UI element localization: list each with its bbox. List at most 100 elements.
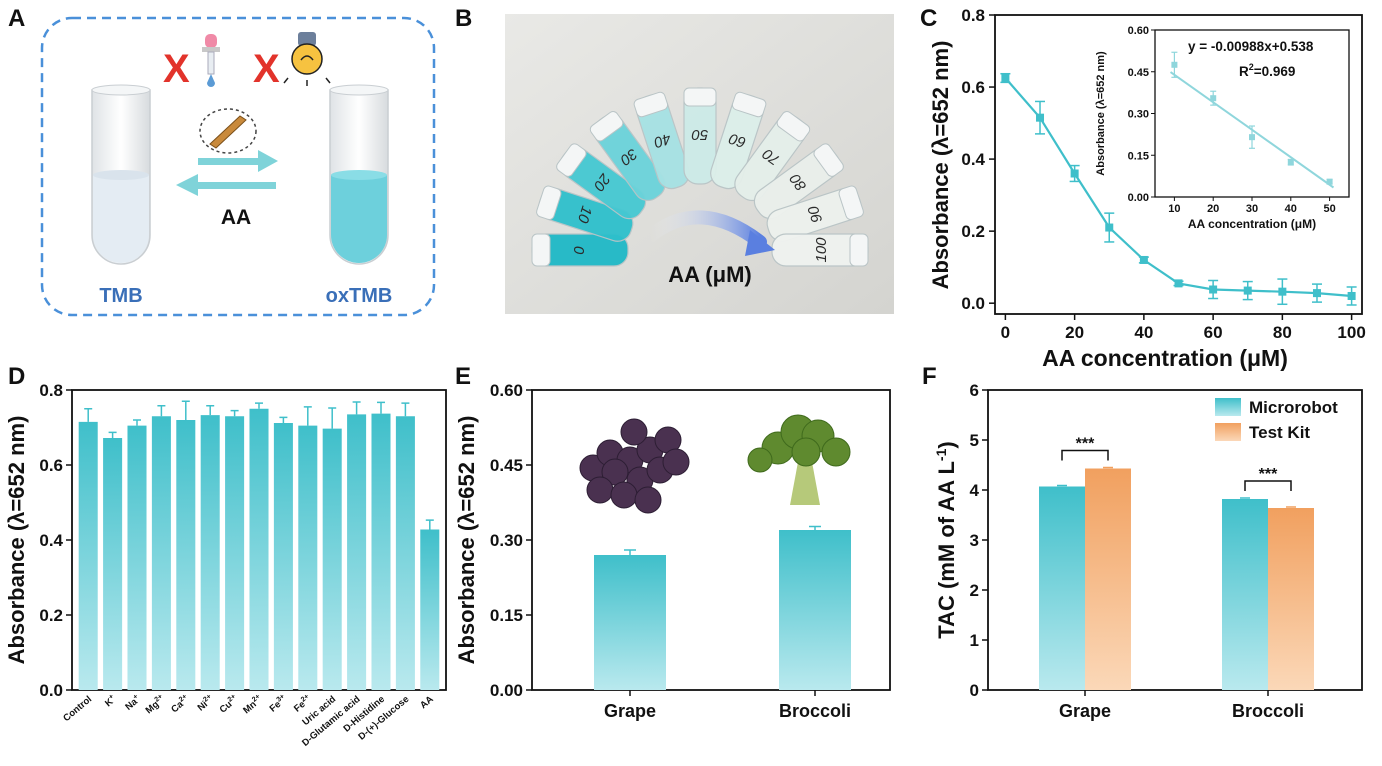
inset-y-tick-label: 0.00	[1128, 192, 1149, 204]
tube-cap	[589, 111, 624, 142]
y-tick-label: 6	[970, 381, 979, 400]
bar	[225, 416, 245, 690]
significance-bracket	[1244, 480, 1292, 491]
y-tick-label: 0.00	[490, 681, 523, 700]
data-point	[1036, 113, 1045, 122]
inset-plot: 10 20 30 40 50 0.00 0.15 0.30 0.45 0.60 AA concent…	[1095, 25, 1350, 231]
tube-70: 70	[734, 111, 811, 202]
tube-label: 50	[691, 126, 708, 143]
data-point	[1312, 289, 1321, 298]
significance-bracket	[1061, 449, 1109, 461]
panel-a-dashed-frame	[40, 16, 436, 317]
tube-label: 60	[726, 129, 748, 151]
grape-berry	[610, 481, 638, 509]
bar	[322, 428, 342, 690]
inset-data-point	[1171, 61, 1178, 68]
grape-berry	[620, 418, 648, 446]
bar	[249, 408, 269, 690]
panel-e-letter: E	[455, 363, 471, 390]
broccoli-floret	[821, 437, 851, 467]
bar	[127, 425, 147, 690]
category-label: Na+	[123, 693, 143, 713]
tube-cap	[536, 185, 562, 220]
y-tick-label: 0.60	[490, 381, 523, 400]
no-light-mark: X	[253, 47, 280, 91]
bar	[779, 530, 851, 690]
inset-x-tick-label: 40	[1285, 203, 1297, 215]
y-tick-label: 0.0	[39, 681, 63, 700]
data-point	[1001, 74, 1010, 83]
tube-50: 50	[683, 87, 717, 185]
y-tick-label: 0.0	[961, 294, 985, 313]
data-point	[1278, 287, 1287, 296]
tube-60: 60	[710, 91, 767, 190]
y-tick-label: 0.8	[961, 6, 985, 25]
bar	[78, 421, 98, 690]
bar	[395, 416, 415, 690]
y-tick-label: 0.4	[39, 531, 63, 550]
bar	[594, 555, 666, 690]
tube-label: 10	[574, 204, 596, 226]
category-label: Fe3+	[267, 693, 289, 714]
x-tick-label: 60	[1204, 323, 1223, 342]
y-tick-label: 0.45	[490, 456, 523, 475]
y-tick-label: 3	[970, 531, 979, 550]
tube-20: 20	[556, 143, 647, 220]
panel-b-caption: AA (μM)	[668, 262, 752, 287]
y-axis-label: Absorbance (λ=652 nm)	[454, 416, 479, 665]
tube-cap	[731, 91, 767, 118]
tmb-label: TMB	[99, 285, 142, 307]
y-tick-label: 1	[970, 631, 979, 650]
tube-90: 90	[766, 185, 864, 242]
legend-swatch	[1215, 398, 1241, 416]
lightbulb-icon	[283, 32, 331, 86]
fit-equation: y = -0.00988x+0.538	[1188, 39, 1314, 54]
tube-label: 40	[651, 130, 673, 152]
grape-berry	[586, 476, 614, 504]
data-point	[1243, 286, 1252, 295]
y-tick-label: 0.4	[961, 150, 985, 169]
tube-label: 0	[570, 246, 587, 255]
reverse-arrow	[176, 174, 276, 196]
y-tick-label: 0.15	[490, 606, 523, 625]
inset-x-tick-label: 20	[1207, 203, 1219, 215]
legend-label: Microrobot	[1249, 398, 1338, 417]
legend-label: Test Kit	[1249, 423, 1310, 442]
bar	[347, 414, 367, 690]
inset-x-axis-label: AA concentration (μM)	[1188, 217, 1316, 231]
category-label: K+	[102, 693, 118, 709]
inset-data-point	[1287, 159, 1294, 166]
tube-cap	[531, 233, 551, 267]
category-label: Fe2+	[291, 693, 313, 714]
chart-f: F 0 1 2 3 4 5 6 TAC (mM of AA L-1) *** Grape *** Bro…	[922, 363, 1363, 721]
inset-y-tick-label: 0.30	[1128, 109, 1149, 121]
bar	[151, 416, 171, 690]
data-point	[1174, 279, 1183, 288]
tube-30: 30	[589, 111, 666, 202]
forward-arrow	[198, 150, 278, 172]
bar	[176, 420, 196, 690]
bar-test-kit	[1085, 468, 1131, 690]
significance-stars: ***	[1076, 436, 1095, 453]
plot-frame	[994, 14, 1363, 315]
y-tick-label: 5	[970, 431, 979, 450]
category-label: Cu2+	[217, 693, 241, 715]
chart-c: C 0 20 40 60 80 100 0.0 0.2 0.4 0.6 0.8 AA concentra…	[920, 5, 1366, 371]
tube-label: 100	[813, 237, 830, 263]
bar	[371, 413, 391, 690]
chart-e: E 0.00 0.15 0.30 0.45 0.60 Absorbance (λ=652 n…	[454, 363, 891, 721]
x-tick-label: 100	[1337, 323, 1365, 342]
x-tick-label: 20	[1065, 323, 1084, 342]
tube-cap	[683, 87, 717, 107]
x-tick-label: 40	[1134, 323, 1153, 342]
grape-berry	[662, 448, 690, 476]
grape-berry	[634, 486, 662, 514]
bar	[273, 423, 293, 690]
y-tick-label: 2	[970, 581, 979, 600]
tube-0: 0	[531, 233, 629, 267]
data-point	[1070, 169, 1079, 178]
data-point	[1105, 223, 1114, 232]
